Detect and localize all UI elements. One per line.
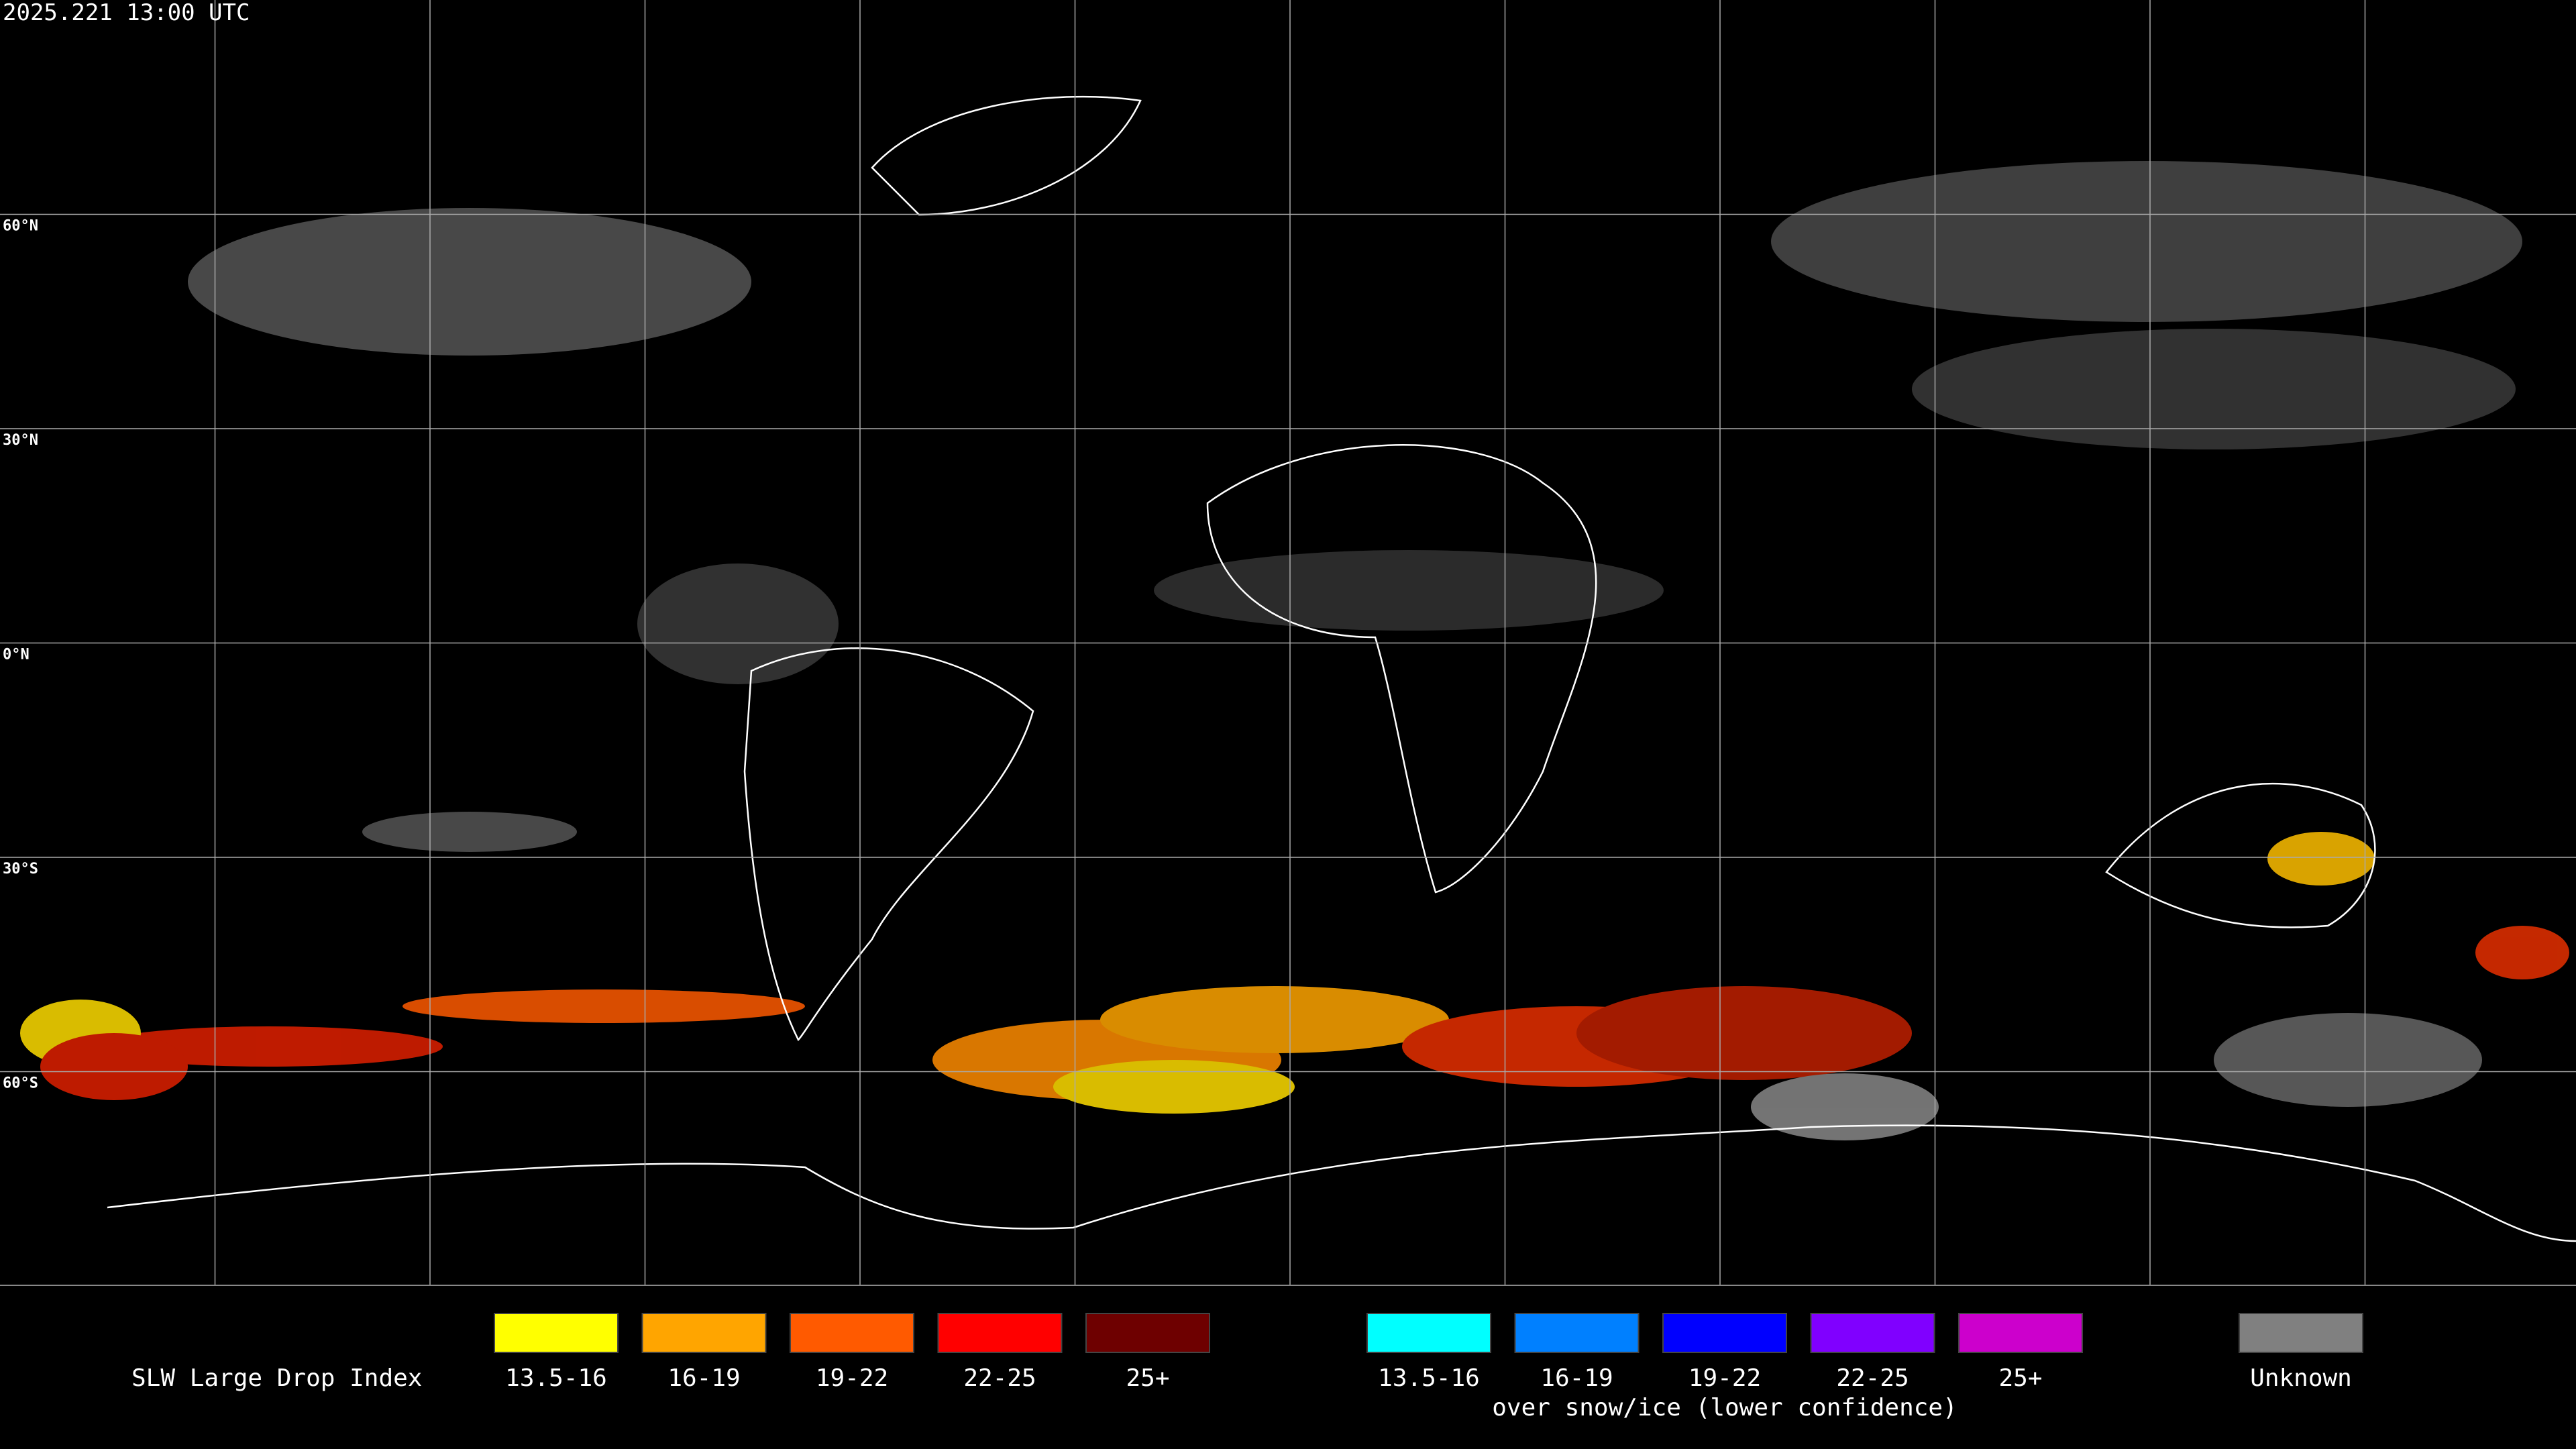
legend-label: 22-25 xyxy=(1836,1364,1909,1392)
latitude-label: 60°N xyxy=(3,218,38,235)
cloud-field xyxy=(20,161,2569,1140)
legend-title: SLW Large Drop Index xyxy=(131,1364,422,1392)
legend-label: 25+ xyxy=(1126,1364,1169,1392)
legend-label: 25+ xyxy=(1998,1364,2042,1392)
snow-ice-note: over snow/ice (lower confidence) xyxy=(1492,1394,1957,1421)
latitude-label: 60°S xyxy=(3,1075,38,1092)
legend-label: 16-19 xyxy=(1540,1364,1613,1392)
latitude-label: 0°N xyxy=(3,647,30,663)
latitude-label: 30°N xyxy=(3,432,38,449)
legend-swatch xyxy=(1514,1313,1640,1353)
legend-label: 13.5-16 xyxy=(505,1364,607,1392)
legend-swatch xyxy=(641,1313,767,1353)
legend-swatch xyxy=(937,1313,1063,1353)
legend-swatch xyxy=(790,1313,914,1353)
timestamp: 2025.221 13:00 UTC xyxy=(3,0,250,26)
legend-label: 19-22 xyxy=(816,1364,888,1392)
legend-swatch xyxy=(2239,1313,2363,1353)
legend-swatch xyxy=(1085,1313,1210,1353)
legend-swatch xyxy=(1810,1313,1935,1353)
legend-swatch xyxy=(494,1313,619,1353)
coastline xyxy=(107,95,2576,1242)
legend-label: 13.5-16 xyxy=(1378,1364,1480,1392)
legend-label: Unknown xyxy=(2250,1364,2352,1392)
legend-label: 19-22 xyxy=(1688,1364,1761,1392)
legend-swatch xyxy=(1366,1313,1491,1353)
latitude-label: 30°S xyxy=(3,861,38,877)
legend-swatch xyxy=(1662,1313,1787,1353)
legend-label: 16-19 xyxy=(667,1364,740,1392)
legend-swatch xyxy=(1958,1313,2083,1353)
legend-label: 22-25 xyxy=(963,1364,1036,1392)
